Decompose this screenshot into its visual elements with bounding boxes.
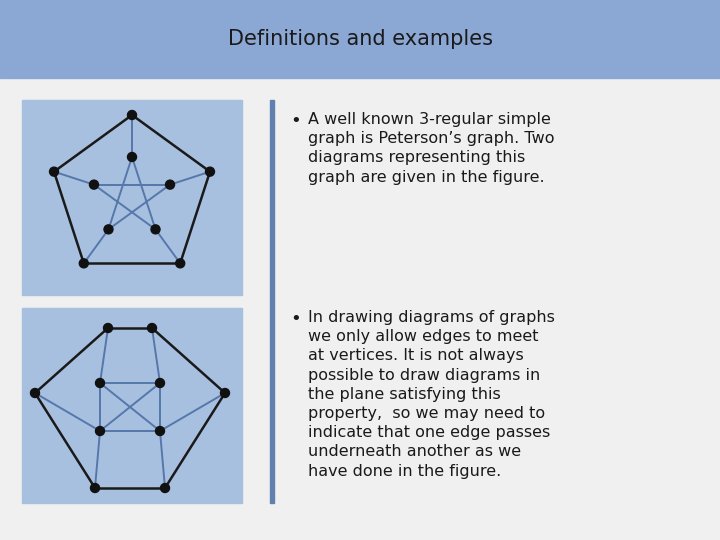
Circle shape — [50, 167, 58, 176]
Circle shape — [127, 152, 137, 161]
Circle shape — [148, 323, 156, 333]
Circle shape — [156, 427, 164, 435]
Circle shape — [104, 323, 112, 333]
Bar — [22, 308, 242, 503]
Circle shape — [161, 483, 169, 492]
Circle shape — [166, 180, 174, 189]
Circle shape — [30, 388, 40, 397]
Bar — [0, 78, 720, 540]
Circle shape — [104, 225, 113, 234]
Circle shape — [89, 180, 99, 189]
Text: A well known 3-regular simple
graph is Peterson’s graph. Two
diagrams representi: A well known 3-regular simple graph is P… — [308, 112, 554, 185]
Circle shape — [79, 259, 89, 268]
Circle shape — [127, 111, 137, 119]
Circle shape — [205, 167, 215, 176]
Circle shape — [156, 379, 164, 388]
Circle shape — [220, 388, 230, 397]
Circle shape — [96, 427, 104, 435]
Circle shape — [151, 225, 160, 234]
Circle shape — [176, 259, 185, 268]
Bar — [0, 0, 720, 78]
Bar — [270, 100, 274, 503]
Circle shape — [91, 483, 99, 492]
Text: •: • — [290, 112, 301, 130]
Bar — [22, 100, 242, 295]
Text: In drawing diagrams of graphs
we only allow edges to meet
at vertices. It is not: In drawing diagrams of graphs we only al… — [308, 310, 555, 478]
Text: Definitions and examples: Definitions and examples — [228, 29, 492, 49]
Circle shape — [96, 379, 104, 388]
Text: •: • — [290, 310, 301, 328]
